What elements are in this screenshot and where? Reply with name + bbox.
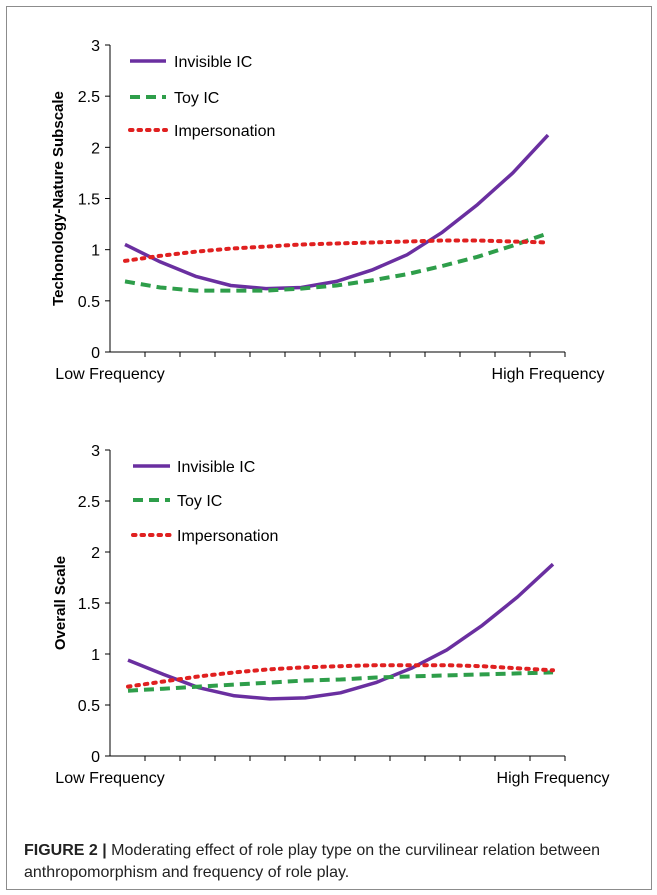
figure-caption: FIGURE 2 | Moderating effect of role pla… bbox=[24, 840, 624, 884]
caption-label: FIGURE 2 | bbox=[24, 842, 107, 859]
chart1-series-line-toy-ic bbox=[124, 231, 549, 293]
chart1-x-tick-label-high: High Frequency bbox=[492, 366, 605, 383]
chart2-x-tick-label-high: High Frequency bbox=[497, 770, 610, 787]
figure-frame bbox=[6, 6, 652, 890]
chart1-series-line-impersonation bbox=[123, 238, 550, 263]
chart2-y-tick-label: 3 bbox=[91, 443, 100, 460]
chart2-y-tick-label: 1.5 bbox=[78, 596, 100, 613]
chart2-y-tick-label: 0.5 bbox=[78, 698, 100, 715]
chart1-x-tick-label-low: Low Frequency bbox=[55, 366, 164, 383]
chart2-x-tick-label-low: Low Frequency bbox=[55, 770, 164, 787]
chart1-legend-label: Toy IC bbox=[174, 90, 219, 107]
chart2-y-axis-title: Overall Scale bbox=[52, 556, 69, 650]
chart2-series-line-toy-ic bbox=[127, 670, 554, 693]
chart2-legend-label: Impersonation bbox=[177, 528, 278, 545]
chart1-y-axis-title: Techonology-Nature Subscale bbox=[50, 91, 67, 306]
chart1-y-tick-label: 2.5 bbox=[78, 89, 100, 106]
chart2-y-tick-label: 2 bbox=[91, 545, 100, 562]
chart2-legend-label: Toy IC bbox=[177, 493, 222, 510]
chart1-legend-label: Invisible IC bbox=[174, 54, 252, 71]
caption-text: Moderating effect of role play type on t… bbox=[24, 842, 601, 881]
chart1-y-tick-label: 1 bbox=[91, 243, 100, 260]
chart1-y-tick-label: 0.5 bbox=[78, 294, 100, 311]
chart1-y-tick-label: 2 bbox=[91, 140, 100, 157]
chart1-legend-label: Impersonation bbox=[174, 123, 275, 140]
chart1-y-tick-label: 0 bbox=[91, 345, 100, 362]
chart2-y-tick-label: 0 bbox=[91, 749, 100, 766]
chart2-y-tick-label: 2.5 bbox=[78, 494, 100, 511]
chart1-y-tick-label: 1.5 bbox=[78, 192, 100, 209]
chart2-legend-label: Invisible IC bbox=[177, 459, 255, 476]
chart2-y-tick-label: 1 bbox=[91, 647, 100, 664]
figure-charts: 0 0.5 1 1.5 2 2.5 3 Low Frequency High Frequency… bbox=[50, 38, 610, 787]
chart2-series-line-impersonation bbox=[126, 663, 555, 689]
chart1-y-tick-label: 3 bbox=[91, 38, 100, 55]
chart1-series-line-invisible-ic bbox=[124, 133, 550, 291]
